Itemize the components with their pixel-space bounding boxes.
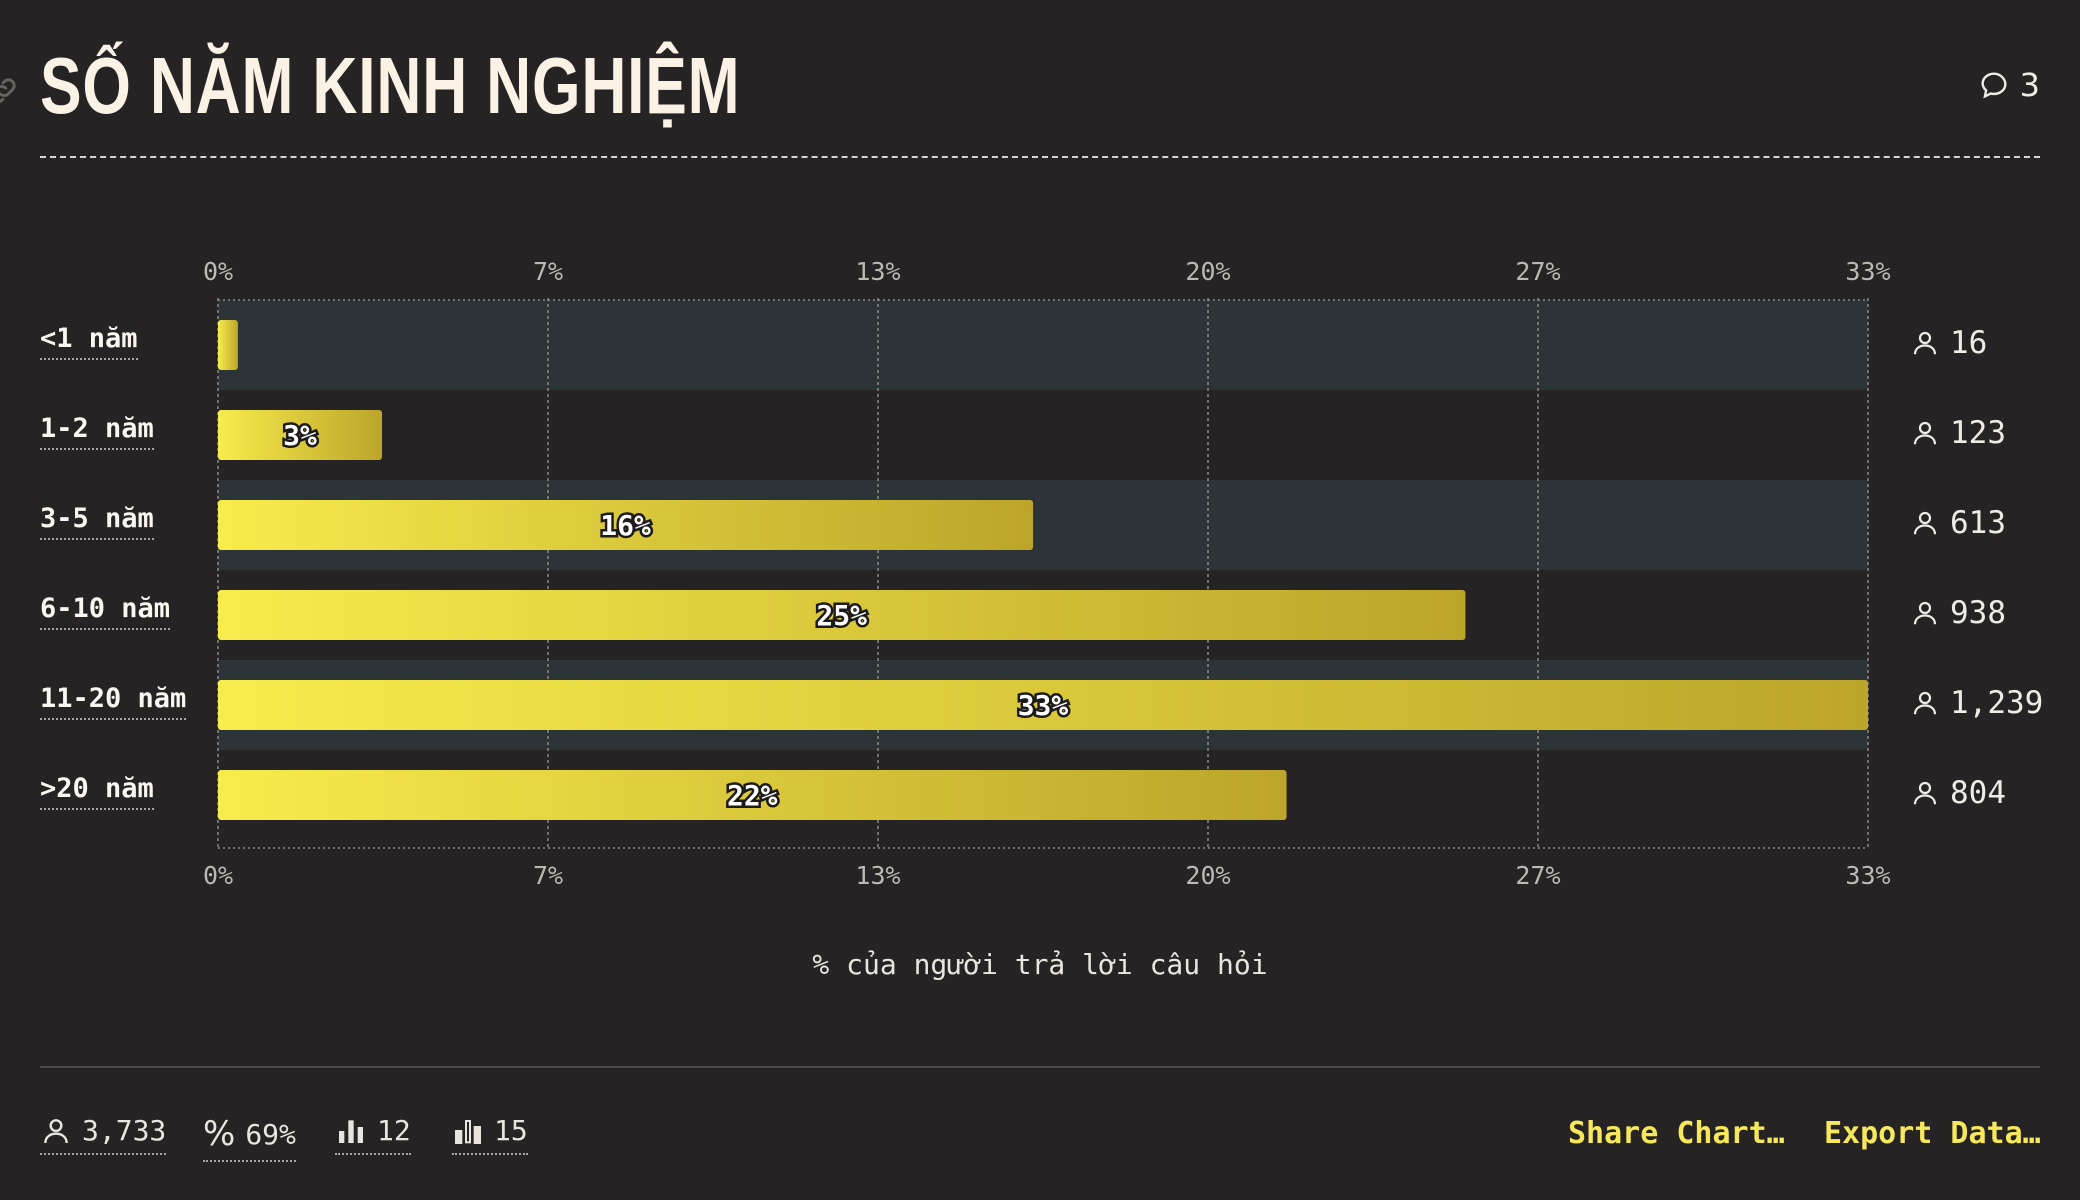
category-label[interactable]: >20 năm [40,773,154,810]
export-data-link[interactable]: Export Data… [1824,1116,2041,1151]
row-stripe [218,300,1868,390]
respondent-count-value: 613 [1950,505,2006,541]
percent-stat[interactable]: % 69% [203,1114,296,1162]
tick-label-top: 0% [203,257,233,286]
comment-icon [1981,72,2007,99]
respondent-count-value: 938 [1950,595,2006,631]
title-divider [40,156,2040,158]
chart-canvas: 0% 0% 7% 7% 13% 13% 20% 20% 27% 27% 33% 33% 3% 16% 25%… [203,257,1891,890]
x-axis-title: % của người trả lời câu hỏi [812,948,1268,981]
tick-label-top: 33% [1845,257,1890,286]
skipped-stat[interactable]: 15 [452,1114,528,1155]
respondent-count-value: 804 [1950,775,2006,811]
respondents-stat[interactable]: 3,733 [40,1114,167,1155]
bar-value-label: 3% [283,419,317,452]
bar-value-label: 16% [600,509,651,542]
tick-label-bottom: 13% [855,861,900,890]
respondent-count: 938 [1910,595,2006,631]
bar [218,590,1466,640]
tick-label-bottom: 33% [1845,861,1890,890]
bar [218,770,1287,820]
category-label[interactable]: <1 năm [40,323,138,360]
bar-chart-icon [339,1119,363,1143]
tick-label-top: 7% [533,257,563,286]
bar-chart: 0% 0% 7% 7% 13% 13% 20% 20% 27% 27% 33% 33% 3% 16% 25%… [40,257,2043,890]
person-icon [1913,601,1937,625]
category-label[interactable]: 3-5 năm [40,503,154,540]
category-label[interactable]: 1-2 năm [40,413,154,450]
respondents-count: 3,733 [82,1114,167,1147]
person-icon [1913,421,1937,445]
bar-value-label: 22% [727,779,778,812]
person-icon [1913,781,1937,805]
tick-label-top: 20% [1185,257,1230,286]
tick-label-top: 13% [855,257,900,286]
share-chart-link[interactable]: Share Chart… [1568,1116,1785,1151]
bar-value-label: 33% [1018,689,1069,722]
respondent-count: 1,239 [1910,685,2043,721]
bar-value-label: 25% [816,599,867,632]
answered-count: 12 [377,1114,411,1147]
respondent-count-value: 1,239 [1950,685,2044,721]
respondent-count-value: 16 [1950,325,1988,361]
respondent-count: 613 [1910,505,2006,541]
tick-label-bottom: 20% [1185,861,1230,890]
person-icon [1913,331,1937,355]
answered-stat[interactable]: 12 [335,1114,411,1155]
respondent-count: 123 [1910,415,2006,451]
comment-count: 3 [2019,66,2040,104]
skipped-count: 15 [494,1114,528,1147]
tick-label-bottom: 0% [203,861,233,890]
tick-label-top: 27% [1515,257,1560,286]
bar [218,680,1868,730]
page-title: SỐ NĂM KINH NGHIỆM [40,41,741,130]
bar-chart-outline-icon [455,1119,481,1144]
category-label[interactable]: 6-10 năm [40,593,171,630]
footer-divider [40,1066,2040,1068]
comments-button[interactable]: 3 [1978,66,2040,104]
respondent-count-value: 123 [1950,415,2006,451]
tick-label-bottom: 7% [533,861,563,890]
person-icon [44,1118,68,1143]
bar [218,410,383,460]
category-label[interactable]: 11-20 năm [40,683,187,720]
respondent-count: 16 [1910,325,1987,361]
person-icon [1913,691,1937,715]
link-icon[interactable] [0,74,20,112]
respondent-count: 804 [1910,775,2006,811]
person-icon [1913,511,1937,535]
percent-icon: % [203,1114,236,1154]
tick-label-bottom: 27% [1515,861,1560,890]
bar [218,320,238,370]
bar [218,500,1034,550]
percent-value: 69% [245,1117,296,1151]
